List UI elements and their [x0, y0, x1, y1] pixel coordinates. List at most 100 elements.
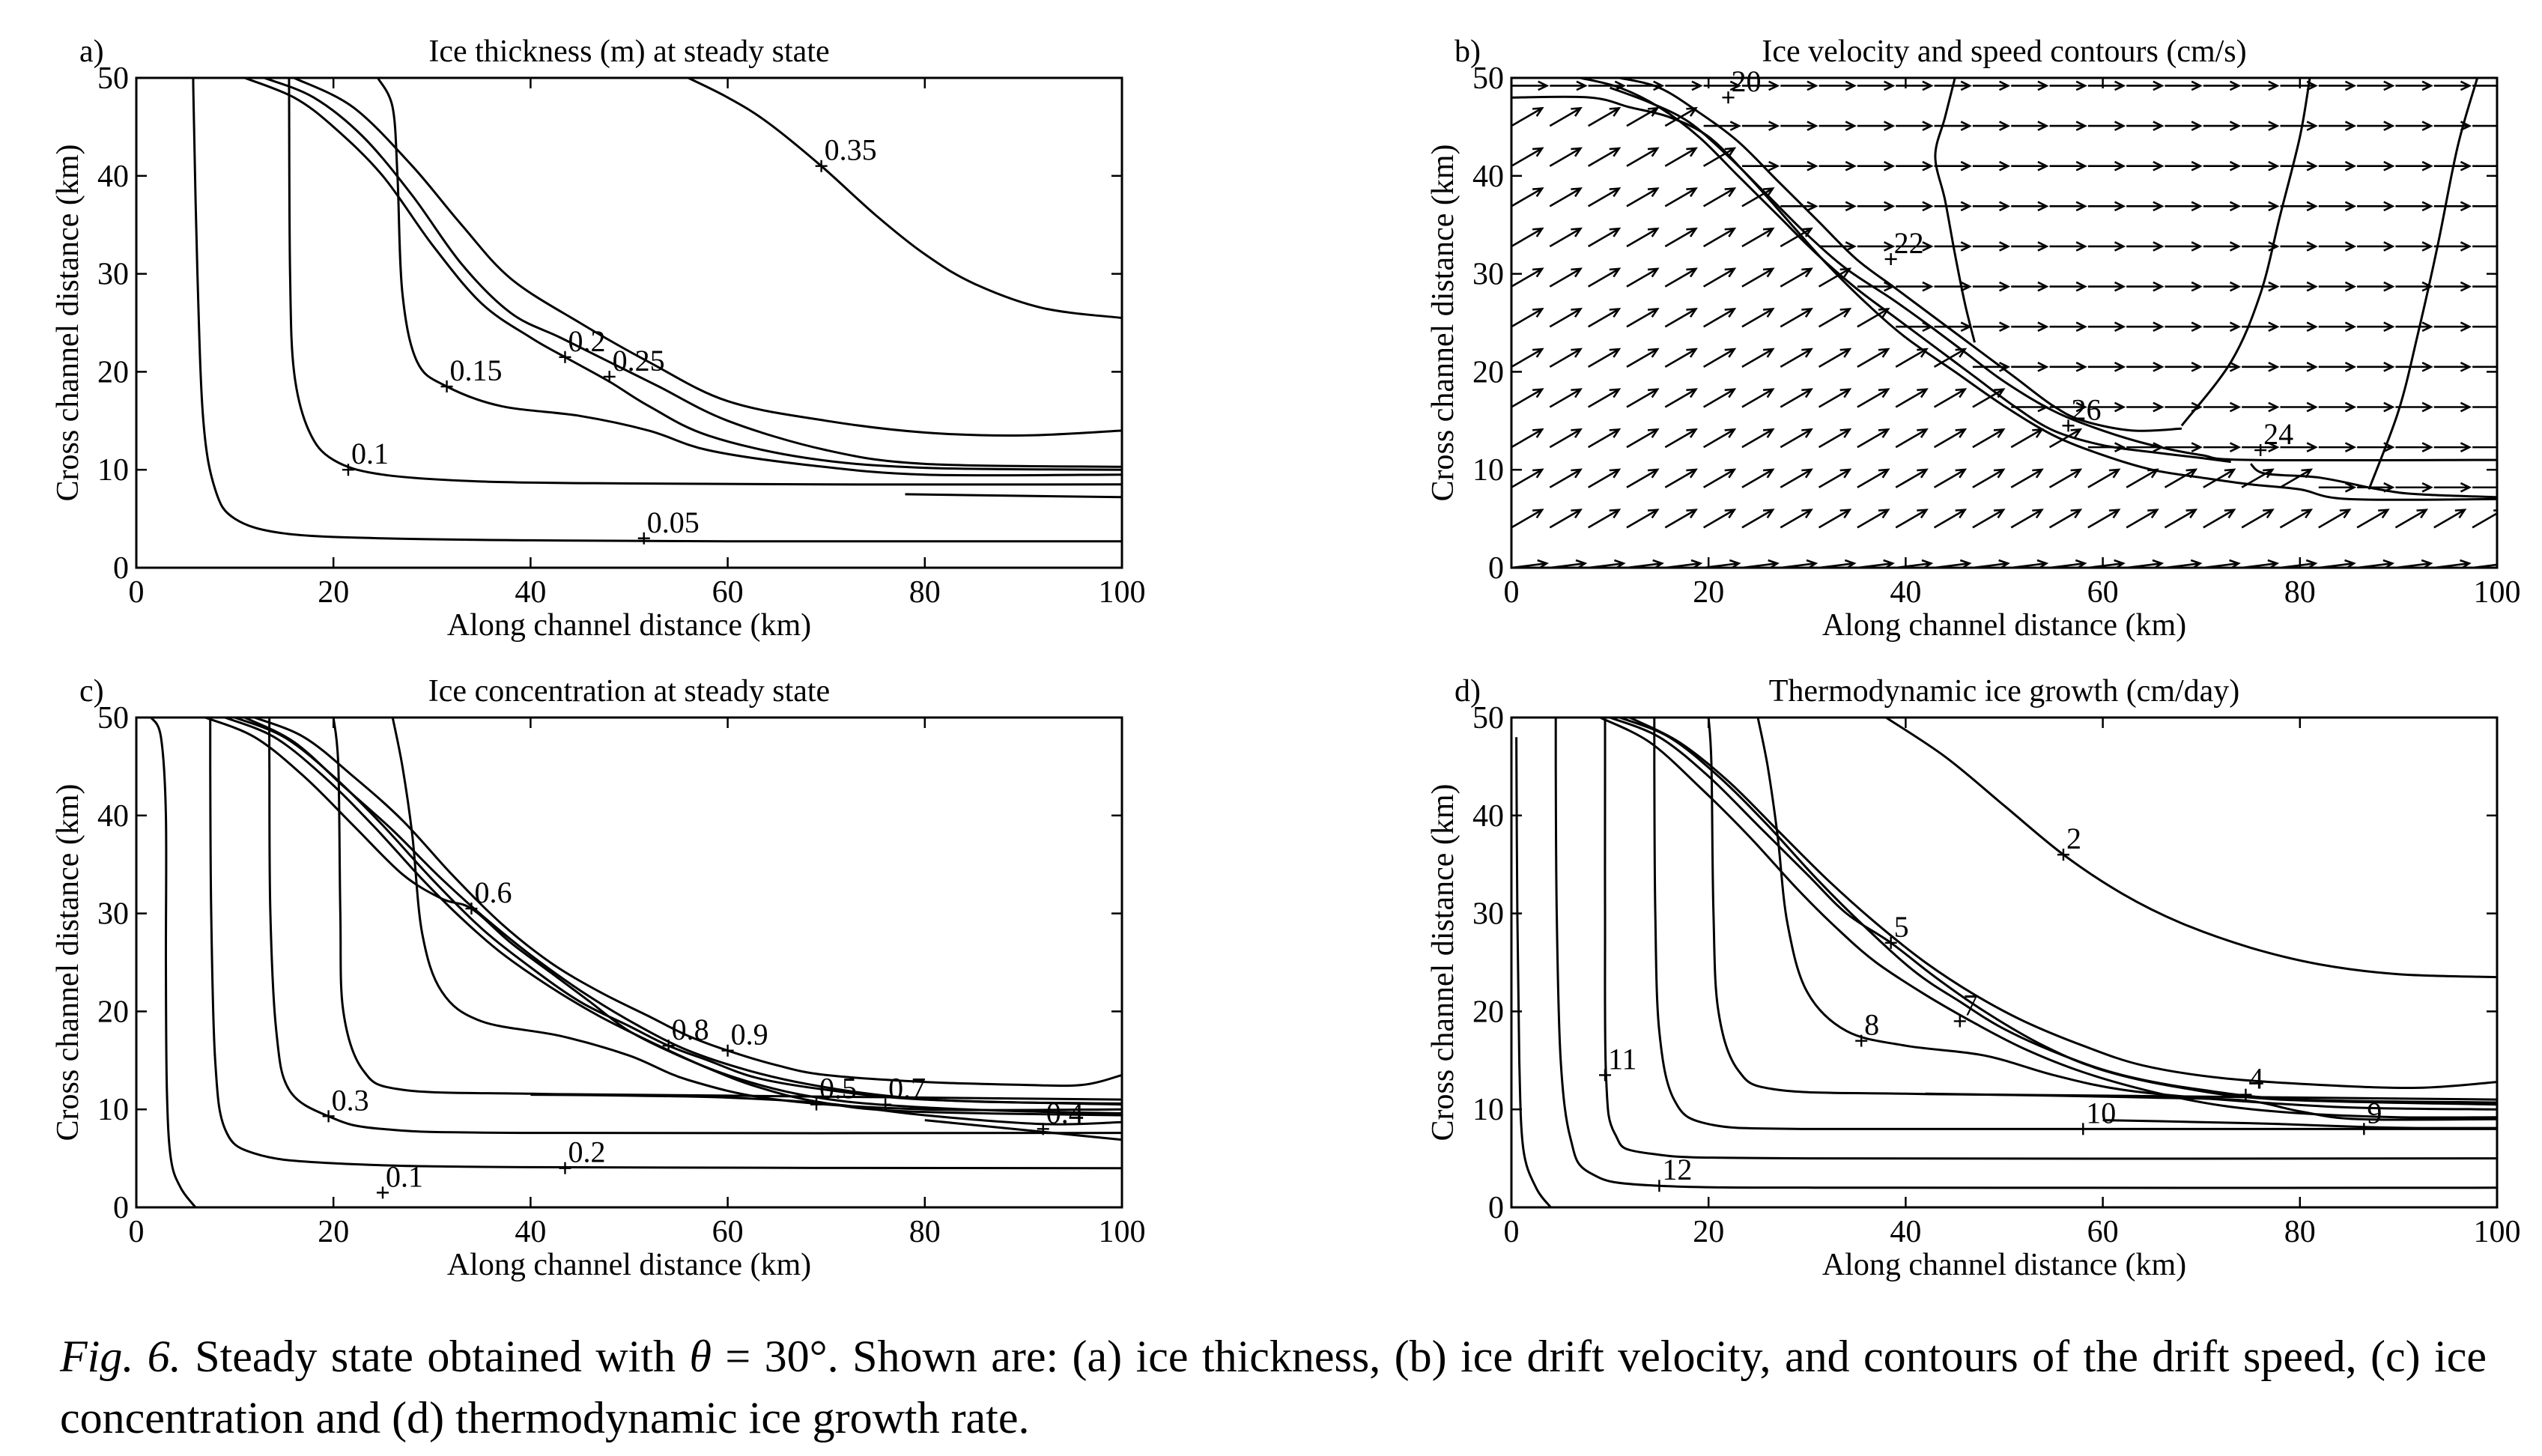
- arrow-head: [2344, 401, 2357, 413]
- velocity-arrow: [1702, 428, 1735, 449]
- velocity-arrow: [1780, 348, 1812, 368]
- figure: 0.050.10.150.20.250.350 20 40 60 80 100010203…: [51, 34, 2521, 1282]
- arrow-head: [2460, 281, 2472, 292]
- arrow-head: [1686, 428, 1698, 438]
- contour-line-5: [1610, 718, 2497, 1106]
- arrow-head: [1878, 308, 1890, 318]
- arrow-head: [1647, 388, 1660, 398]
- arrow-head: [2344, 321, 2357, 333]
- arrow-head: [1532, 388, 1544, 398]
- arrow-head: [2032, 428, 2044, 438]
- arrow-head: [1801, 388, 1813, 398]
- arrow-head: [2037, 241, 2049, 252]
- contour-line-7: [1619, 718, 2497, 1104]
- arrow-head: [2153, 281, 2165, 292]
- arrow-head: [2383, 160, 2395, 172]
- velocity-arrow: [1626, 388, 1658, 408]
- arrow-head: [1801, 267, 1813, 278]
- arrow-head: [2268, 442, 2280, 452]
- arrow-head: [2191, 160, 2203, 172]
- arrow-head: [1960, 121, 1972, 131]
- arrow-head: [2344, 201, 2357, 212]
- y-tick-label: 50: [1472, 701, 1504, 735]
- velocity-arrow: [2279, 468, 2312, 488]
- contour-label: 0.6: [474, 876, 512, 909]
- arrow-head: [2070, 468, 2083, 479]
- contour-label-marker: [810, 1098, 823, 1111]
- arrow-head: [2037, 160, 2049, 172]
- velocity-arrow: [1857, 348, 1889, 368]
- y-tick-label: 0: [113, 1191, 129, 1225]
- arrow-head: [2499, 323, 2508, 331]
- y-tick-label: 20: [1472, 995, 1504, 1029]
- arrow-head: [2075, 121, 2087, 131]
- contour-line-0_3: [268, 718, 1122, 1135]
- y-axis-label: Cross channel distance (km): [51, 144, 85, 501]
- velocity-arrow: [2433, 509, 2466, 529]
- arrow-head: [2153, 401, 2165, 413]
- y-tick-label: 10: [1472, 453, 1504, 488]
- velocity-arrow: [1549, 187, 1582, 207]
- contour-line-8: [1756, 718, 2497, 1111]
- arrow-head: [1998, 281, 2011, 292]
- panel-title: Ice velocity and speed contours (cm/s): [1762, 34, 2246, 69]
- x-axis-label: Along channel distance (km): [1822, 1248, 2186, 1282]
- arrow-head: [1576, 80, 1588, 91]
- arrow-head: [2268, 321, 2280, 333]
- velocity-arrow: [1664, 509, 1696, 529]
- velocity-arrow: [1511, 147, 1543, 167]
- arrow-head: [2191, 321, 2203, 333]
- arrow-head: [1686, 388, 1698, 398]
- y-tick-label: 40: [1472, 160, 1504, 194]
- velocity-arrow: [1933, 348, 1966, 368]
- arrow-head: [2263, 468, 2275, 479]
- arrow-head: [1686, 468, 1698, 479]
- arrow-head: [1801, 428, 1813, 438]
- velocity-arrow: [1626, 107, 1658, 127]
- velocity-arrow: [1818, 468, 1851, 488]
- arrow-head: [2344, 442, 2357, 452]
- arrow-head: [2499, 560, 2508, 568]
- velocity-arrow: [1933, 428, 1966, 449]
- contour-group: [150, 718, 1122, 1207]
- y-tick-label: 0: [113, 551, 129, 586]
- arrow-head: [1998, 321, 2011, 333]
- y-tick-label: 40: [1472, 799, 1504, 834]
- arrow-head: [2191, 121, 2203, 131]
- velocity-arrow: [1702, 348, 1735, 368]
- arrow-head: [2306, 241, 2318, 252]
- arrow-head: [2114, 362, 2126, 372]
- arrow-head: [2421, 80, 2433, 91]
- arrow-head: [1571, 388, 1583, 398]
- contour-label: 11: [1608, 1042, 1637, 1076]
- axes-box: [1510, 716, 2499, 1209]
- arrow-head: [2075, 201, 2087, 212]
- arrow-head: [2383, 80, 2395, 91]
- arrow-head: [1647, 509, 1660, 519]
- arrow-head: [2075, 80, 2087, 91]
- contour-line-11: [1604, 718, 2497, 1160]
- arrow-head: [2114, 281, 2126, 292]
- arrow-head: [2460, 201, 2472, 212]
- velocity-arrow: [1549, 388, 1582, 408]
- velocity-arrow: [1587, 348, 1620, 368]
- arrow-head: [2070, 509, 2083, 519]
- velocity-arrow: [1511, 388, 1543, 408]
- velocity-arrow: [1780, 308, 1812, 328]
- contour-label: 8: [1864, 1008, 1879, 1042]
- contour-label-marker: [1953, 1015, 1966, 1028]
- arrow-head: [2268, 121, 2280, 131]
- velocity-arrow: [1587, 308, 1620, 328]
- velocity-arrow: [2279, 509, 2312, 529]
- arrow-head: [1839, 267, 1852, 278]
- contour-line-unlabeled-5: [2180, 78, 2311, 427]
- x-tick-label: 80: [909, 575, 941, 610]
- arrow-head: [2383, 401, 2395, 413]
- arrow-head: [2383, 321, 2395, 333]
- contour-label: 2: [2066, 822, 2081, 855]
- arrow-head: [2306, 281, 2318, 292]
- velocity-arrow: [1549, 107, 1582, 127]
- velocity-arrow: [2164, 468, 2197, 488]
- contour-line-unlabeled-6: [2367, 78, 2479, 490]
- contour-label: 0.1: [351, 437, 389, 470]
